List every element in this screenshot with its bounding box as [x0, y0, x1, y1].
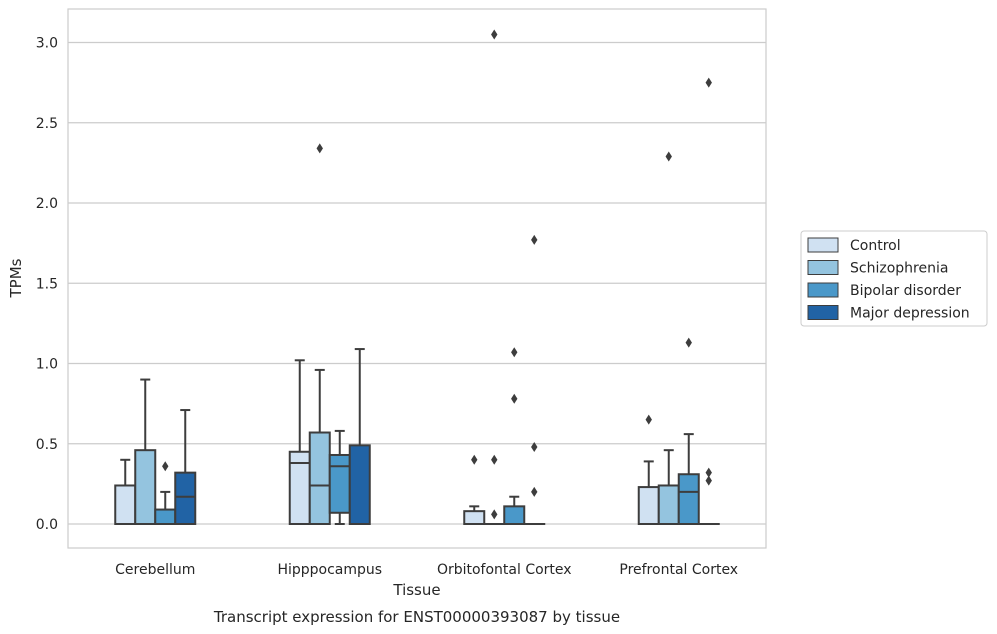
legend-items: Control Schizophrenia Bipolar disorder Majo…: [807, 237, 970, 322]
box-schizophrenia: [657, 151, 680, 526]
outlier-point: [162, 461, 169, 472]
legend-label: Bipolar disorder: [850, 283, 961, 299]
outlier-point: [531, 486, 538, 497]
box-schizophrenia: [483, 29, 506, 526]
box-body: [174, 471, 197, 526]
legend-swatch: [807, 305, 839, 320]
y-tick-label: 1.5: [36, 276, 58, 292]
box-bipolar-disorder: [503, 347, 526, 526]
box-major-depression: [348, 348, 371, 526]
y-tick-label: 0.0: [36, 517, 58, 533]
box-schizophrenia: [308, 143, 331, 526]
outlier-point: [511, 347, 518, 358]
box-body: [348, 444, 371, 526]
y-axis-label: TPMs: [7, 258, 25, 298]
outlier-point: [705, 475, 712, 486]
legend-label: Major depression: [850, 306, 970, 322]
outlier-point: [511, 393, 518, 404]
y-tick-labels: 0.0 0.5 1.0 1.5 2.0 2.5 3.0: [36, 36, 58, 534]
x-tick-label: Orbitofontal Cortex: [437, 562, 572, 578]
legend-swatch: [807, 260, 839, 275]
legend-frame: [800, 230, 988, 327]
box-bipolar-disorder: [677, 337, 700, 525]
legend-label: Schizophrenia: [850, 261, 948, 277]
box-major-depression: [174, 409, 197, 526]
box-body: [503, 505, 526, 526]
box-body: [677, 473, 700, 525]
x-tick-label: Prefrontal Cortex: [619, 562, 738, 578]
y-tick-label: 2.5: [36, 116, 58, 132]
box-body: [328, 453, 351, 514]
box-control: [288, 359, 311, 525]
box-body: [463, 510, 486, 526]
y-tick-label: 2.0: [36, 196, 58, 212]
box-control: [637, 414, 660, 525]
outlier-point: [316, 143, 323, 154]
outlier-point: [471, 454, 478, 465]
y-tick-label: 3.0: [36, 36, 58, 52]
box-body: [154, 508, 177, 525]
outlier-point: [531, 441, 538, 452]
outlier-point: [665, 151, 672, 162]
box-body: [637, 486, 660, 525]
box-bipolar-disorder: [154, 461, 177, 525]
x-tick-label: Hipppocampus: [277, 562, 382, 578]
x-tick-label: Cerebellum: [115, 562, 195, 578]
box-control: [114, 458, 137, 526]
x-tick-labels: Cerebellum Hipppocampus Orbitofontal Corte…: [115, 562, 738, 578]
box-schizophrenia: [134, 378, 157, 526]
x-axis-label: Tissue: [392, 581, 440, 599]
outlier-point: [645, 414, 652, 425]
legend: Control Schizophrenia Bipolar disorder Majo…: [800, 230, 988, 327]
plot-frame: [67, 8, 767, 549]
y-tick-label: 0.5: [36, 437, 58, 453]
box-body: [134, 449, 157, 526]
grid-lines: [68, 41, 766, 525]
box-body: [308, 431, 331, 526]
box-major-depression: [523, 234, 546, 526]
legend-swatch: [807, 282, 839, 298]
outlier-point: [685, 337, 692, 348]
outlier-point: [491, 454, 498, 465]
legend-label: Control: [850, 238, 901, 254]
outlier-point: [491, 509, 498, 520]
chart-caption: Transcript expression for ENST0000039308…: [213, 608, 620, 626]
outlier-point: [705, 77, 712, 88]
box-bipolar-disorder: [328, 429, 351, 525]
box-control: [463, 454, 486, 526]
box-major-depression: [697, 77, 720, 526]
y-tick-label: 1.0: [36, 357, 58, 373]
legend-swatch: [807, 237, 839, 253]
outlier-point: [491, 29, 498, 40]
box-body: [114, 484, 137, 526]
box-plot-marks: [114, 29, 720, 526]
box-body: [657, 484, 680, 526]
outlier-point: [531, 234, 538, 245]
outlier-point: [705, 467, 712, 478]
